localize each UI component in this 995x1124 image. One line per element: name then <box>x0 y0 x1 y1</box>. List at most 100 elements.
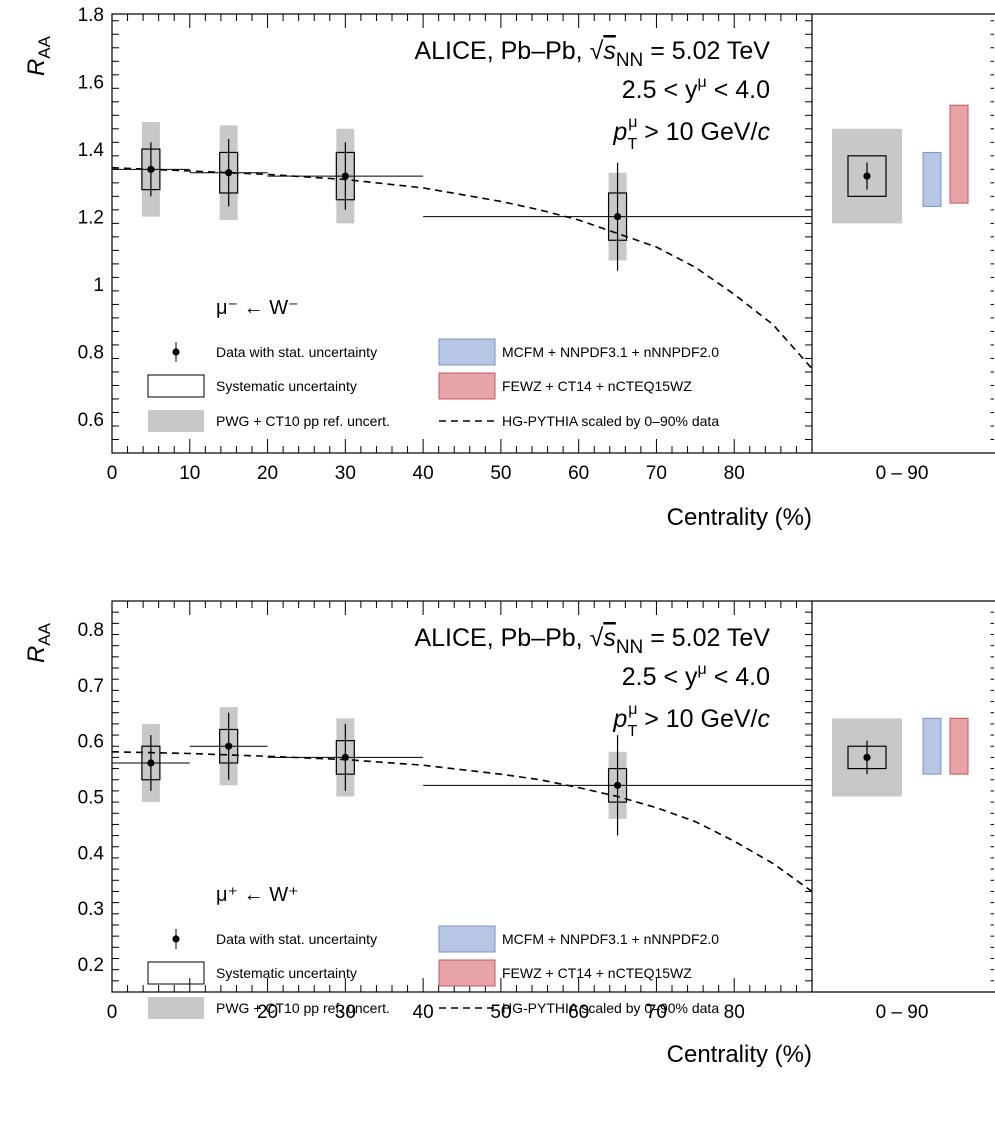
text-span: AA <box>35 35 54 58</box>
integrated-data-point <box>863 172 871 180</box>
x-tick-label: 70 <box>646 1002 667 1023</box>
data-point <box>147 759 155 767</box>
x-axis-title: Centrality (%) <box>667 504 812 531</box>
y-tick-label: 1.6 <box>78 73 104 94</box>
y-tick-label: 1.8 <box>78 5 104 26</box>
y-tick-label: 0.6 <box>78 732 104 753</box>
legend-label: HG-PYTHIA scaled by 0–90% data <box>502 1000 719 1016</box>
x-tick-label: 40 <box>413 1002 434 1023</box>
y-tick-label: 0.2 <box>78 955 104 976</box>
text-span: ALICE, Pb–Pb, <box>414 624 589 652</box>
y-tick-label: 1.2 <box>78 208 104 229</box>
integrated-label: 0 – 90 <box>876 463 929 484</box>
x-tick-label: 30 <box>335 1002 356 1023</box>
legend-label: Data with stat. uncertainty <box>216 344 377 360</box>
text-span: = 5.02 TeV <box>643 37 770 65</box>
y-tick-label: 0.8 <box>78 343 104 364</box>
x-tick-label: 70 <box>646 463 667 484</box>
legend-grey-band <box>148 410 204 432</box>
legend-grey-band <box>148 997 204 1019</box>
legend-point <box>172 348 180 356</box>
annotation-line-1: ALICE, Pb–Pb, √sNN = 5.02 TeV <box>414 37 770 71</box>
mcfm-band <box>922 151 942 207</box>
legend-syst-box <box>147 374 205 398</box>
text-span: ALICE, Pb–Pb, <box>414 37 589 65</box>
legend-label: Systematic uncertainty <box>216 965 357 981</box>
fewz-band <box>949 717 969 775</box>
y-axis-title: RAA <box>23 35 54 76</box>
legend-label: FEWZ + CT14 + nCTEQ15WZ <box>502 378 692 394</box>
legend-mcfm-band <box>438 925 496 953</box>
text-span: μ <box>698 661 707 678</box>
text-span: μ <box>628 114 637 131</box>
text-span: T <box>628 136 638 153</box>
legend-label: MCFM + NNPDF3.1 + nNNPDF2.0 <box>502 344 719 360</box>
text-span: 2.5 < y <box>622 76 698 104</box>
y-tick-label: 1.4 <box>78 140 105 161</box>
data-point <box>613 781 622 789</box>
x-tick-label: 0 <box>107 463 118 484</box>
hg-pythia-curve <box>111 166 813 370</box>
text-span: AA <box>35 622 54 645</box>
annotation-line-1: ALICE, Pb–Pb, √sNN = 5.02 TeV <box>414 624 770 658</box>
y-tick-label: 0.7 <box>78 676 104 697</box>
integrated-systematic-box <box>847 155 887 197</box>
text-span: μ <box>698 74 707 91</box>
y-tick-label: 0.5 <box>78 788 104 809</box>
integrated-data-point <box>863 753 871 762</box>
text-span: = 5.02 TeV <box>643 624 770 652</box>
text-span: μ <box>628 701 637 718</box>
y-tick-label: 0.4 <box>78 843 105 864</box>
x-tick-label: 60 <box>568 1002 589 1023</box>
legend-label: Systematic uncertainty <box>216 378 357 394</box>
integrated-label: 0 – 90 <box>876 1002 929 1023</box>
legend-label: HG-PYTHIA scaled by 0–90% data <box>502 413 719 429</box>
sqrt-sign: √ <box>590 624 604 652</box>
text-span: R <box>23 59 50 76</box>
text-span: NN <box>616 50 643 71</box>
text-span: p <box>612 705 627 733</box>
legend-label: MCFM + NNPDF3.1 + nNNPDF2.0 <box>502 931 719 947</box>
legend-fewz-band <box>438 372 496 400</box>
y-tick-label: 1 <box>93 275 104 296</box>
y-tick-label: 0.3 <box>78 899 104 920</box>
sqrt-sign: √ <box>590 37 604 65</box>
hg-pythia-curve <box>111 751 813 893</box>
data-point <box>147 165 155 173</box>
legend-label: Data with stat. uncertainty <box>216 931 377 947</box>
process-label: μ⁺ ← W⁺ <box>216 884 299 906</box>
x-axis-title: Centrality (%) <box>667 1041 812 1068</box>
x-tick-label: 40 <box>413 463 434 484</box>
annotation-line-3: pμ T > 10 GeV/c <box>612 114 770 153</box>
process-label: μ⁻ ← W⁻ <box>216 297 299 319</box>
panel-wminus: 0.6 0.8 1 1.2 1.4 1.6 1.8 0 10 20 30 40 50 60 70 80 RAA C… <box>23 5 995 531</box>
x-tick-label: 20 <box>257 1002 278 1023</box>
text-span: 2.5 < y <box>622 663 698 691</box>
text-span: s <box>603 37 616 65</box>
x-tick-label: 30 <box>335 463 356 484</box>
legend-point <box>172 935 180 943</box>
mcfm-band <box>922 717 942 775</box>
legend-syst-box <box>147 961 205 985</box>
x-tick-label: 80 <box>724 1002 745 1023</box>
legend-mcfm-band <box>438 338 496 366</box>
x-tick-label: 60 <box>568 463 589 484</box>
x-tick-label: 20 <box>257 463 278 484</box>
text-span: R <box>23 646 50 663</box>
fewz-band <box>949 104 969 204</box>
legend-label: PWG + CT10 pp ref. uncert. <box>216 1000 390 1016</box>
text-span: < 4.0 <box>707 76 770 104</box>
text-span: c <box>758 118 771 146</box>
x-tick-label: 0 <box>107 1002 118 1023</box>
legend-label: FEWZ + CT14 + nCTEQ15WZ <box>502 965 692 981</box>
legend-fewz-band <box>438 959 496 987</box>
y-axis-title: RAA <box>23 622 54 663</box>
text-span: NN <box>616 637 643 658</box>
data-point <box>613 213 622 221</box>
text-span: > 10 GeV/ <box>637 118 757 146</box>
y-tick-label: 0.6 <box>78 410 104 431</box>
text-span: < 4.0 <box>707 663 770 691</box>
plot-frame <box>111 13 813 454</box>
data-point <box>341 172 349 180</box>
x-tick-label: 80 <box>724 463 745 484</box>
